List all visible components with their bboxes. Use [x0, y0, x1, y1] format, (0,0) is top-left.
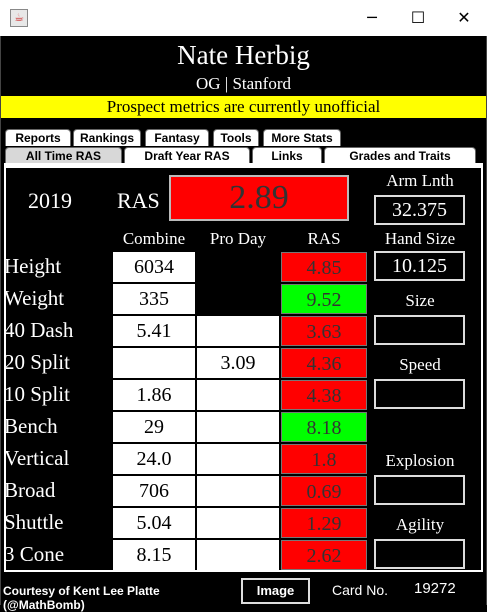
- combine-20-split: [113, 348, 195, 378]
- ras-vertical: 1.8: [281, 444, 367, 474]
- image-button[interactable]: Image: [241, 578, 310, 604]
- ras-year: 2019: [28, 188, 72, 213]
- row-label-vertical: Vertical: [4, 446, 70, 470]
- arm-length-label: Arm Lnth: [386, 171, 454, 190]
- player-name: Nate Herbig: [177, 40, 310, 70]
- row-label-bench: Bench: [4, 414, 58, 438]
- combine-shuttle: 5.04: [113, 508, 195, 538]
- proday-3-cone: [197, 540, 279, 570]
- combine-40-dash: 5.41: [113, 316, 195, 346]
- row-label-broad: Broad: [4, 478, 56, 502]
- ras-3-cone: 2.62: [281, 540, 367, 570]
- ras-label: RAS: [117, 188, 160, 213]
- row-label-40-dash: 40 Dash: [4, 318, 74, 342]
- row-label-shuttle: Shuttle: [4, 510, 64, 534]
- java-cup-icon: ☕: [10, 9, 28, 27]
- column-pro-day: Pro Day: [209, 229, 267, 248]
- column-combine: Combine: [122, 229, 186, 248]
- tab-reports[interactable]: Reports: [5, 129, 71, 146]
- combine-vertical: 24.0: [113, 444, 195, 474]
- maximize-button[interactable]: ☐: [410, 8, 426, 27]
- column-ras: RAS: [307, 229, 341, 248]
- tab-links[interactable]: Links: [252, 147, 322, 164]
- speed-grade-label: Speed: [399, 355, 441, 374]
- row-label-10-split: 10 Split: [4, 382, 70, 406]
- ras-score: 2.89: [169, 175, 349, 221]
- agility-grade-box: [374, 539, 465, 569]
- tab-rankings[interactable]: Rankings: [73, 129, 141, 146]
- window-titlebar: [0, 0, 487, 36]
- tab-more-stats[interactable]: More Stats: [263, 129, 341, 146]
- proday-shuttle: [197, 508, 279, 538]
- tab-grades-and-traits[interactable]: Grades and Traits: [324, 147, 476, 164]
- ras-weight: 9.52: [281, 284, 367, 314]
- credit-text: Courtesy of Kent Lee Platte (@MathBomb): [3, 584, 160, 612]
- proday-bench: [197, 412, 279, 442]
- combine-height: 6034: [113, 252, 195, 282]
- tab-fantasy[interactable]: Fantasy: [145, 129, 209, 146]
- size-grade-label: Size: [405, 291, 435, 310]
- combine-broad: 706: [113, 476, 195, 506]
- hand-size-value: 10.125: [374, 251, 465, 281]
- unofficial-banner: Prospect metrics are currently unofficia…: [1, 96, 486, 118]
- proday-vertical: [197, 444, 279, 474]
- row-label-20-split: 20 Split: [4, 350, 70, 374]
- arm-length-value: 32.375: [374, 195, 465, 225]
- ras-10-split: 4.38: [281, 380, 367, 410]
- row-label-weight: Weight: [4, 286, 65, 310]
- row-label-3-cone: 3 Cone: [4, 542, 65, 566]
- ras-bench: 8.18: [281, 412, 367, 442]
- tab-underline: [4, 163, 483, 166]
- ras-shuttle: 1.29: [281, 508, 367, 538]
- agility-grade-label: Agility: [395, 515, 445, 534]
- hand-size-label: Hand Size: [384, 229, 456, 248]
- combine-10-split: 1.86: [113, 380, 195, 410]
- close-button[interactable]: ✕: [457, 8, 471, 27]
- combine-weight: 335: [113, 284, 195, 314]
- ras-broad: 0.69: [281, 476, 367, 506]
- combine-3-cone: 8.15: [113, 540, 195, 570]
- card-number-label: Card No.: [332, 582, 389, 598]
- proday-broad: [197, 476, 279, 506]
- tab-draft-year-ras[interactable]: Draft Year RAS: [124, 147, 250, 164]
- player-position-school: OG | Stanford: [195, 74, 291, 93]
- proday-10-split: [197, 380, 279, 410]
- proday-20-split: 3.09: [197, 348, 279, 378]
- row-label-height: Height: [4, 254, 62, 278]
- speed-grade-box: [374, 379, 465, 409]
- card-number-value: 19272: [414, 580, 456, 597]
- size-grade-box: [374, 315, 465, 345]
- ras-height: 4.85: [281, 252, 367, 282]
- combine-bench: 29: [113, 412, 195, 442]
- explosion-grade-box: [374, 475, 465, 505]
- tab-all-time-ras[interactable]: All Time RAS: [5, 147, 122, 164]
- ras-40-dash: 3.63: [281, 316, 367, 346]
- minimize-button[interactable]: ─: [367, 8, 377, 27]
- explosion-grade-label: Explosion: [385, 451, 455, 470]
- tab-tools[interactable]: Tools: [213, 129, 259, 146]
- ras-20-split: 4.36: [281, 348, 367, 378]
- proday-40-dash: [197, 316, 279, 346]
